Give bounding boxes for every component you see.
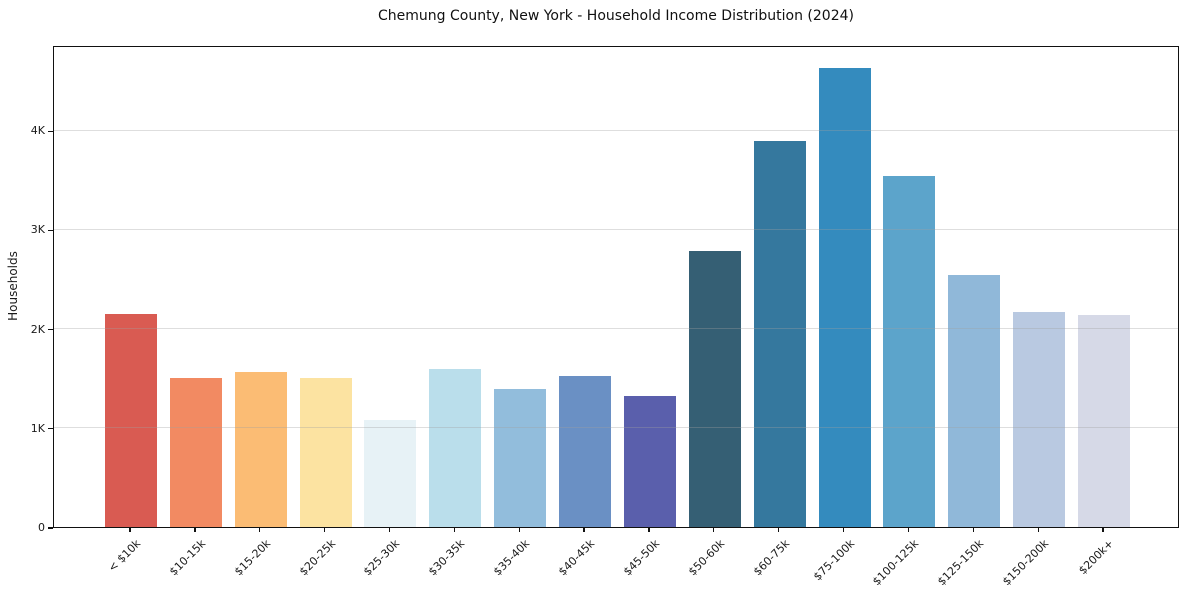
x-tick-mark	[778, 528, 780, 532]
x-tick-mark	[388, 528, 391, 532]
y-tick-label: 2K	[30, 322, 45, 336]
bar	[559, 375, 612, 527]
y-tick-mark	[48, 328, 53, 331]
y-tick-label: 4K	[30, 124, 45, 138]
y-tick-label: 0	[38, 521, 45, 534]
x-tick-label: $35-40k	[491, 537, 533, 579]
x-tick-mark	[259, 528, 261, 532]
x-tick-mark	[1037, 528, 1039, 532]
y-tick-mark	[48, 229, 53, 232]
x-tick-label: $15-20k	[231, 537, 273, 579]
y-tick-label: 3K	[30, 223, 45, 237]
bar	[688, 251, 741, 527]
bar	[753, 141, 806, 527]
y-tick-mark	[48, 527, 53, 529]
x-tick-mark	[907, 528, 910, 532]
x-tick-label: $50-60k	[685, 537, 728, 579]
x-tick-mark	[129, 528, 131, 532]
x-tick-mark	[518, 528, 520, 532]
bar	[1078, 314, 1131, 527]
x-tick-label: $45-50k	[620, 537, 663, 579]
x-tick-mark	[323, 528, 326, 532]
gridline	[54, 229, 1178, 230]
y-axis-label: Households	[6, 251, 20, 321]
x-tick-label: $40-45k	[556, 537, 598, 579]
x-tick-mark	[583, 528, 585, 532]
bar	[494, 389, 547, 527]
x-tick-mark	[453, 528, 455, 532]
bar	[883, 176, 936, 527]
x-tick-label: $75-100k	[810, 537, 857, 584]
x-tick-mark	[648, 528, 650, 532]
gridline	[54, 129, 1178, 131]
bar	[623, 396, 676, 527]
x-tick-mark	[194, 528, 196, 532]
x-tick-label: $20-25k	[296, 537, 338, 579]
y-tick-label: 1K	[30, 421, 45, 435]
x-tick-label: $100-125k	[870, 537, 922, 589]
x-tick-label: $125-150k	[935, 537, 987, 589]
gridline	[54, 328, 1178, 330]
y-tick-mark	[48, 130, 53, 132]
bar	[299, 377, 352, 527]
bar	[1013, 311, 1066, 527]
x-tick-label: $60-75k	[750, 537, 792, 579]
x-tick-label: < $10k	[105, 537, 144, 575]
x-tick-mark	[1102, 528, 1104, 532]
gridline	[54, 427, 1178, 429]
plot-area	[53, 46, 1179, 528]
bar	[105, 314, 157, 527]
x-tick-mark	[972, 528, 974, 532]
bar	[948, 274, 1001, 527]
bar	[364, 419, 417, 527]
x-tick-label: $150-200k	[1000, 537, 1052, 589]
bar	[234, 371, 287, 527]
y-tick-mark	[48, 428, 53, 430]
x-tick-mark	[713, 528, 715, 532]
x-tick-mark	[842, 528, 845, 532]
chart-title: Chemung County, New York - Household Inc…	[378, 8, 854, 24]
x-tick-label: $30-35k	[426, 537, 468, 579]
bar	[818, 67, 871, 527]
bar	[169, 377, 222, 527]
x-tick-label: $10-15k	[166, 537, 209, 579]
x-tick-label: $200k+	[1076, 537, 1117, 578]
bar	[429, 368, 482, 527]
x-tick-label: $25-30k	[361, 537, 403, 579]
